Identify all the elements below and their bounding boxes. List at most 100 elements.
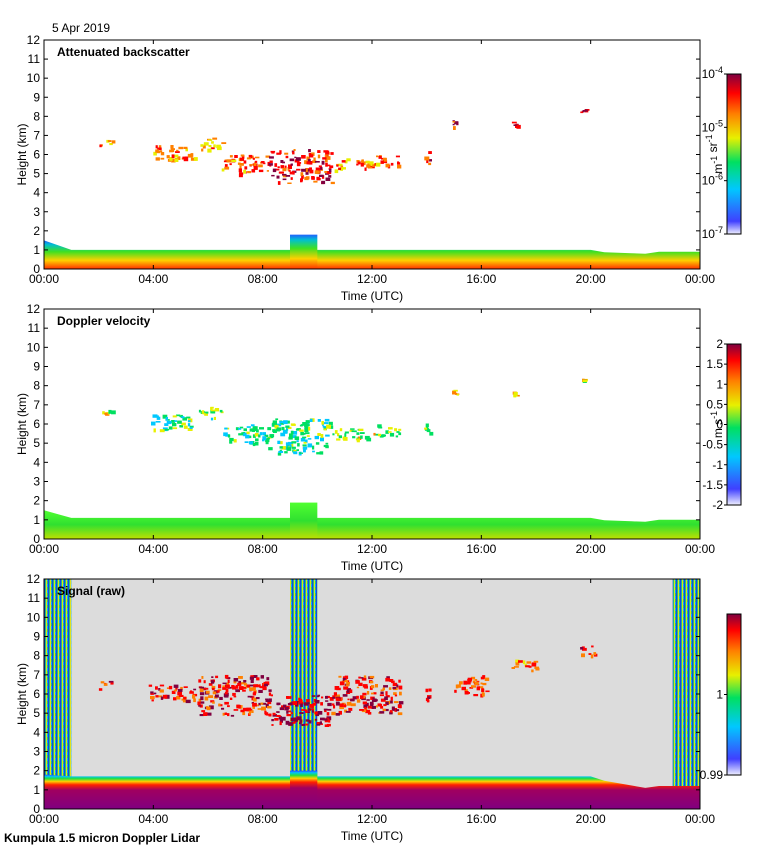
cloud-cell — [172, 423, 177, 427]
cloud-cell — [302, 446, 308, 450]
cloud-cell — [330, 152, 334, 155]
cloud-cell — [382, 157, 387, 162]
cloud-cell — [481, 688, 485, 692]
x-tick-label: 00:00 — [685, 542, 715, 556]
cloud-cell — [180, 686, 183, 691]
cloud-cell — [320, 437, 324, 442]
cloud-cell — [214, 690, 219, 694]
cloud-cell — [335, 713, 340, 716]
cloud-cell — [291, 435, 297, 439]
cloud-cell — [210, 417, 214, 421]
cloud-layer-5 — [334, 158, 375, 174]
cloud-cell — [315, 713, 320, 717]
cloud-cell — [359, 677, 364, 679]
cloud-cell — [183, 146, 188, 149]
plot-background — [44, 309, 700, 539]
cloud-cell — [285, 175, 291, 177]
cloud-cell — [176, 149, 179, 152]
cloud-cell — [158, 145, 162, 149]
cloud-cell — [277, 440, 281, 444]
cloud-cell — [311, 152, 315, 156]
cloud-cell — [300, 178, 303, 182]
cloud-cell — [216, 690, 220, 693]
cloud-cell — [292, 171, 295, 175]
cloud-cell — [395, 155, 400, 158]
cloud-cell — [345, 711, 351, 713]
cloud-cell — [291, 446, 296, 449]
cloud-cell — [157, 695, 162, 698]
cloud-cell — [281, 716, 286, 721]
cloud-cell — [326, 156, 331, 160]
y-tick-label: 9 — [33, 90, 40, 104]
cloud-cell — [251, 169, 256, 173]
cloud-cell — [296, 157, 301, 161]
cloud-cell — [159, 429, 165, 433]
cloud-cell — [155, 145, 158, 149]
x-tick-label: 00:00 — [685, 272, 715, 286]
cloud-cell — [272, 420, 277, 425]
cloud-cell — [300, 431, 304, 436]
colorbar-scale — [726, 613, 742, 776]
cloud-cell — [267, 701, 272, 705]
cloud-cell — [373, 699, 378, 702]
cloud-cell — [155, 149, 159, 153]
cloud-cell — [276, 427, 282, 431]
cloud-cell — [201, 410, 205, 414]
cloud-cell — [250, 424, 255, 427]
colorbar-scale — [726, 343, 742, 506]
cloud-cell — [178, 694, 184, 697]
cloud-cell — [278, 450, 284, 453]
cloud-cell — [193, 688, 197, 691]
cloud-cell — [238, 680, 241, 684]
cloud-cell — [299, 429, 304, 432]
cloud-cell — [241, 155, 245, 159]
cloud-cell — [204, 411, 209, 414]
cloud-cell — [285, 720, 290, 725]
cloud-cell — [200, 144, 204, 147]
cloud-cell — [325, 178, 331, 181]
cloud-cell — [224, 427, 228, 430]
cloud-cell — [309, 167, 312, 170]
cloud-cell — [250, 709, 253, 712]
cloud-cell — [199, 704, 203, 708]
cloud-cell — [235, 427, 239, 431]
y-tick-label: 0 — [33, 802, 40, 816]
cloud-cell — [245, 434, 250, 439]
x-tick-label: 12:00 — [357, 542, 387, 556]
cloud-cell — [394, 428, 398, 432]
cloud-cell — [324, 171, 328, 173]
cloud-cell — [370, 692, 374, 695]
cloud-cell — [367, 712, 372, 715]
cloud-cell — [299, 722, 302, 725]
cloud-cell — [159, 689, 164, 693]
cloud-layer-5 — [332, 428, 372, 443]
cloud-cell — [153, 151, 157, 156]
cloud-cell — [262, 439, 265, 442]
cloud-cell — [293, 449, 297, 452]
cloud-cell — [164, 423, 169, 426]
cloud-cell — [424, 427, 428, 430]
cloud-cell — [218, 703, 221, 707]
cloud-cell — [266, 170, 269, 172]
cloud-cell — [192, 694, 196, 699]
cloud-cell — [382, 687, 385, 691]
cloud-cell — [453, 389, 458, 392]
cloud-cell — [175, 686, 178, 690]
cloud-cell — [110, 682, 114, 685]
cloud-cell — [241, 682, 246, 685]
exponent: -7 — [715, 225, 723, 235]
cloud-cell — [341, 167, 346, 170]
cloud-cell — [366, 699, 370, 701]
cloud-cell — [326, 171, 332, 175]
cloud-cell — [352, 696, 358, 700]
cloud-cell — [378, 426, 383, 429]
cloud-cell — [296, 440, 299, 443]
cloud-cell — [398, 679, 401, 683]
cloud-cell — [350, 428, 355, 430]
cloud-cell — [197, 701, 201, 706]
cloud-cell — [321, 160, 325, 165]
cloud-cell — [311, 708, 315, 711]
cloud-cell — [236, 704, 240, 709]
cloud-cell — [252, 426, 256, 430]
